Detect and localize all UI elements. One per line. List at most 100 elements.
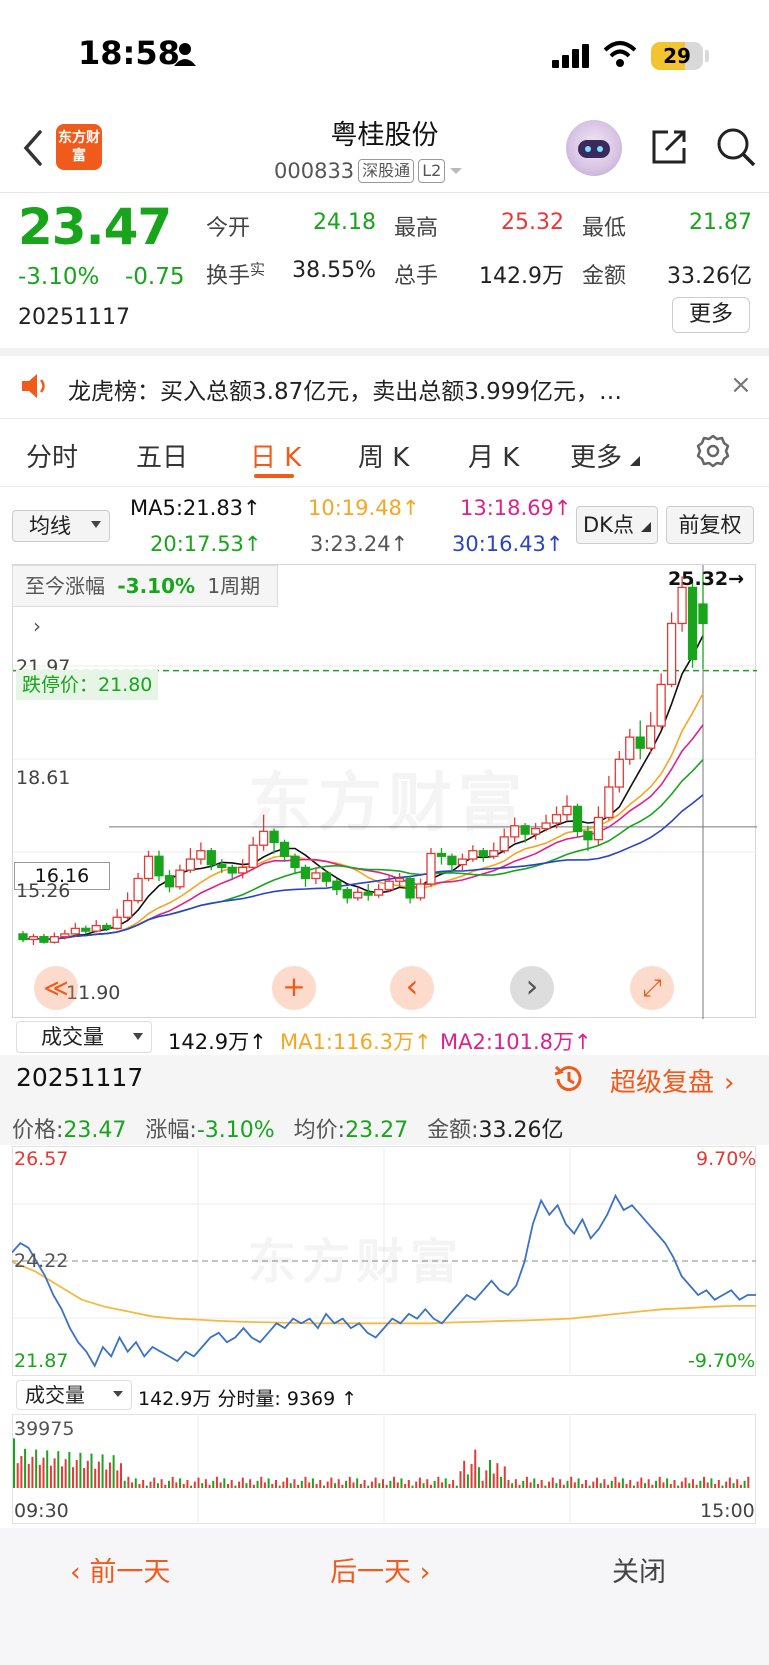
settings-gear-icon[interactable] xyxy=(696,434,730,468)
candle-body xyxy=(405,877,415,899)
candle-body xyxy=(133,877,143,902)
wifi-icon xyxy=(603,41,637,67)
ma-line xyxy=(22,635,704,941)
status-time: 18:58 xyxy=(78,34,180,72)
candle-body xyxy=(384,880,394,891)
candle-body xyxy=(426,852,436,885)
intraday-date: 20251117 xyxy=(16,1063,144,1092)
watermark: 东方财富 xyxy=(248,1222,464,1292)
candle-body xyxy=(248,844,258,869)
fullscreen-button[interactable]: ⤢ xyxy=(630,966,674,1010)
intraday-volume-chart[interactable] xyxy=(12,1414,756,1524)
candle-body xyxy=(499,836,509,852)
change-amount: -0.75 xyxy=(125,264,185,290)
ma-line xyxy=(22,794,704,941)
tab-monthly-k[interactable]: 月 K xyxy=(468,443,520,473)
ma3-value: 3:23.24↑ xyxy=(310,532,409,556)
tab-more[interactable]: 更多 xyxy=(570,437,641,474)
scroll-left-button[interactable]: ‹ xyxy=(390,966,434,1010)
candle-body xyxy=(91,924,101,932)
candle-body xyxy=(666,622,677,686)
scroll-left-fast-button[interactable]: ≪ xyxy=(34,966,78,1010)
candle-body xyxy=(196,850,206,860)
candle-body xyxy=(583,830,593,841)
dropdown-triangle-icon xyxy=(630,456,641,466)
level-label: 18.61 xyxy=(16,767,71,789)
ma-indicator-select[interactable]: 均线 xyxy=(12,510,110,542)
app-logo[interactable]: 东方财富 xyxy=(56,124,102,170)
ai-assistant-avatar[interactable] xyxy=(566,120,622,176)
candle-body xyxy=(394,877,405,882)
candle-body xyxy=(154,855,164,877)
more-button[interactable]: 更多 xyxy=(672,297,750,333)
limit-down-label: 跌停价：21.80 xyxy=(16,670,159,700)
volume-indicator-select[interactable]: 成交量 xyxy=(16,1021,152,1053)
candle-body xyxy=(457,858,468,866)
dragon-tiger-banner[interactable]: 龙虎榜：买入总额3.87亿元，卖出总额3.999亿元，… xyxy=(68,379,623,405)
dk-point-button[interactable]: DK点 xyxy=(576,506,658,544)
field-label-turnover: 换手实 xyxy=(206,260,266,289)
kline-chart[interactable] xyxy=(12,564,757,1019)
tab-five-day[interactable]: 五日 xyxy=(136,443,189,473)
intraday-bottom-price: 21.87 xyxy=(14,1350,69,1372)
forward-adjust-button[interactable]: 前复权 xyxy=(666,506,754,544)
tab-intraday[interactable]: 分时 xyxy=(26,443,79,473)
field-value-high: 25.32 xyxy=(501,210,564,235)
divider xyxy=(0,192,769,193)
intraday-bottom-pct: -9.70% xyxy=(688,1350,756,1372)
candle-body xyxy=(269,830,279,844)
intraday-summary-row: 价格:23.47 涨幅:-3.10% 均价:23.27 金额:33.26亿 xyxy=(12,1118,564,1143)
candle-body xyxy=(185,858,196,871)
candle-body xyxy=(81,927,91,932)
intraday-top-price: 26.57 xyxy=(14,1148,69,1170)
period-change-box[interactable]: 至今涨幅 -3.10% 1周期 › xyxy=(12,565,278,638)
ma10-value: 10:19.48↑ xyxy=(308,496,420,520)
intraday-canvas[interactable] xyxy=(11,1146,756,1376)
back-button[interactable] xyxy=(18,128,48,168)
intraday-header xyxy=(0,1055,769,1145)
previous-day-button[interactable]: ‹ 前一天 xyxy=(70,1557,171,1588)
candle-body xyxy=(143,855,154,880)
price-line xyxy=(11,1193,756,1368)
time-start-label: 09:30 xyxy=(14,1500,69,1522)
kline-canvas[interactable] xyxy=(13,565,757,1019)
crosshair-price: 16.16 xyxy=(14,862,110,890)
candle-body xyxy=(279,841,290,857)
stock-name: 粤桂股份 xyxy=(330,120,439,151)
candle-body xyxy=(164,875,175,888)
candle-body xyxy=(687,586,698,661)
ma30-value: 30:16.43↑ xyxy=(452,532,564,556)
stock-code-row[interactable]: 000833 深股通 L2 xyxy=(274,157,463,185)
speaker-icon xyxy=(22,374,45,398)
candle-body xyxy=(175,869,185,888)
scroll-right-button[interactable]: › xyxy=(510,966,554,1010)
candle-body xyxy=(374,888,384,896)
candle-body xyxy=(677,586,687,625)
volume-value: 142.9万↑ xyxy=(168,1030,267,1054)
close-icon[interactable]: × xyxy=(730,370,752,400)
candle-body xyxy=(635,736,645,749)
zoom-in-button[interactable]: + xyxy=(272,966,316,1010)
change-percent: -3.10% xyxy=(18,264,100,290)
candle-body xyxy=(520,825,530,835)
search-icon[interactable] xyxy=(715,126,757,168)
intraday-volume-canvas xyxy=(12,1414,756,1524)
battery-tip xyxy=(705,50,709,62)
candle-body xyxy=(353,891,363,899)
candle-body xyxy=(70,927,80,935)
super-replay-link[interactable]: 超级复盘 › xyxy=(610,1068,735,1098)
share-icon[interactable] xyxy=(648,126,690,168)
tab-weekly-k[interactable]: 周 K xyxy=(358,443,410,473)
intraday-volume-select[interactable]: 成交量 xyxy=(16,1380,132,1410)
candle-body xyxy=(49,936,60,943)
intraday-chart[interactable] xyxy=(11,1146,756,1376)
tab-daily-k[interactable]: 日 K xyxy=(250,443,302,473)
ma20-value: 20:17.53↑ xyxy=(150,532,262,556)
candle-body xyxy=(112,916,122,930)
tag-level2: L2 xyxy=(418,159,446,183)
stock-code: 000833 xyxy=(274,159,355,183)
next-day-button[interactable]: 后一天 › xyxy=(330,1557,431,1588)
candle-body xyxy=(102,924,112,930)
close-button[interactable]: 关闭 xyxy=(612,1557,666,1588)
history-clock-icon[interactable] xyxy=(552,1062,586,1096)
